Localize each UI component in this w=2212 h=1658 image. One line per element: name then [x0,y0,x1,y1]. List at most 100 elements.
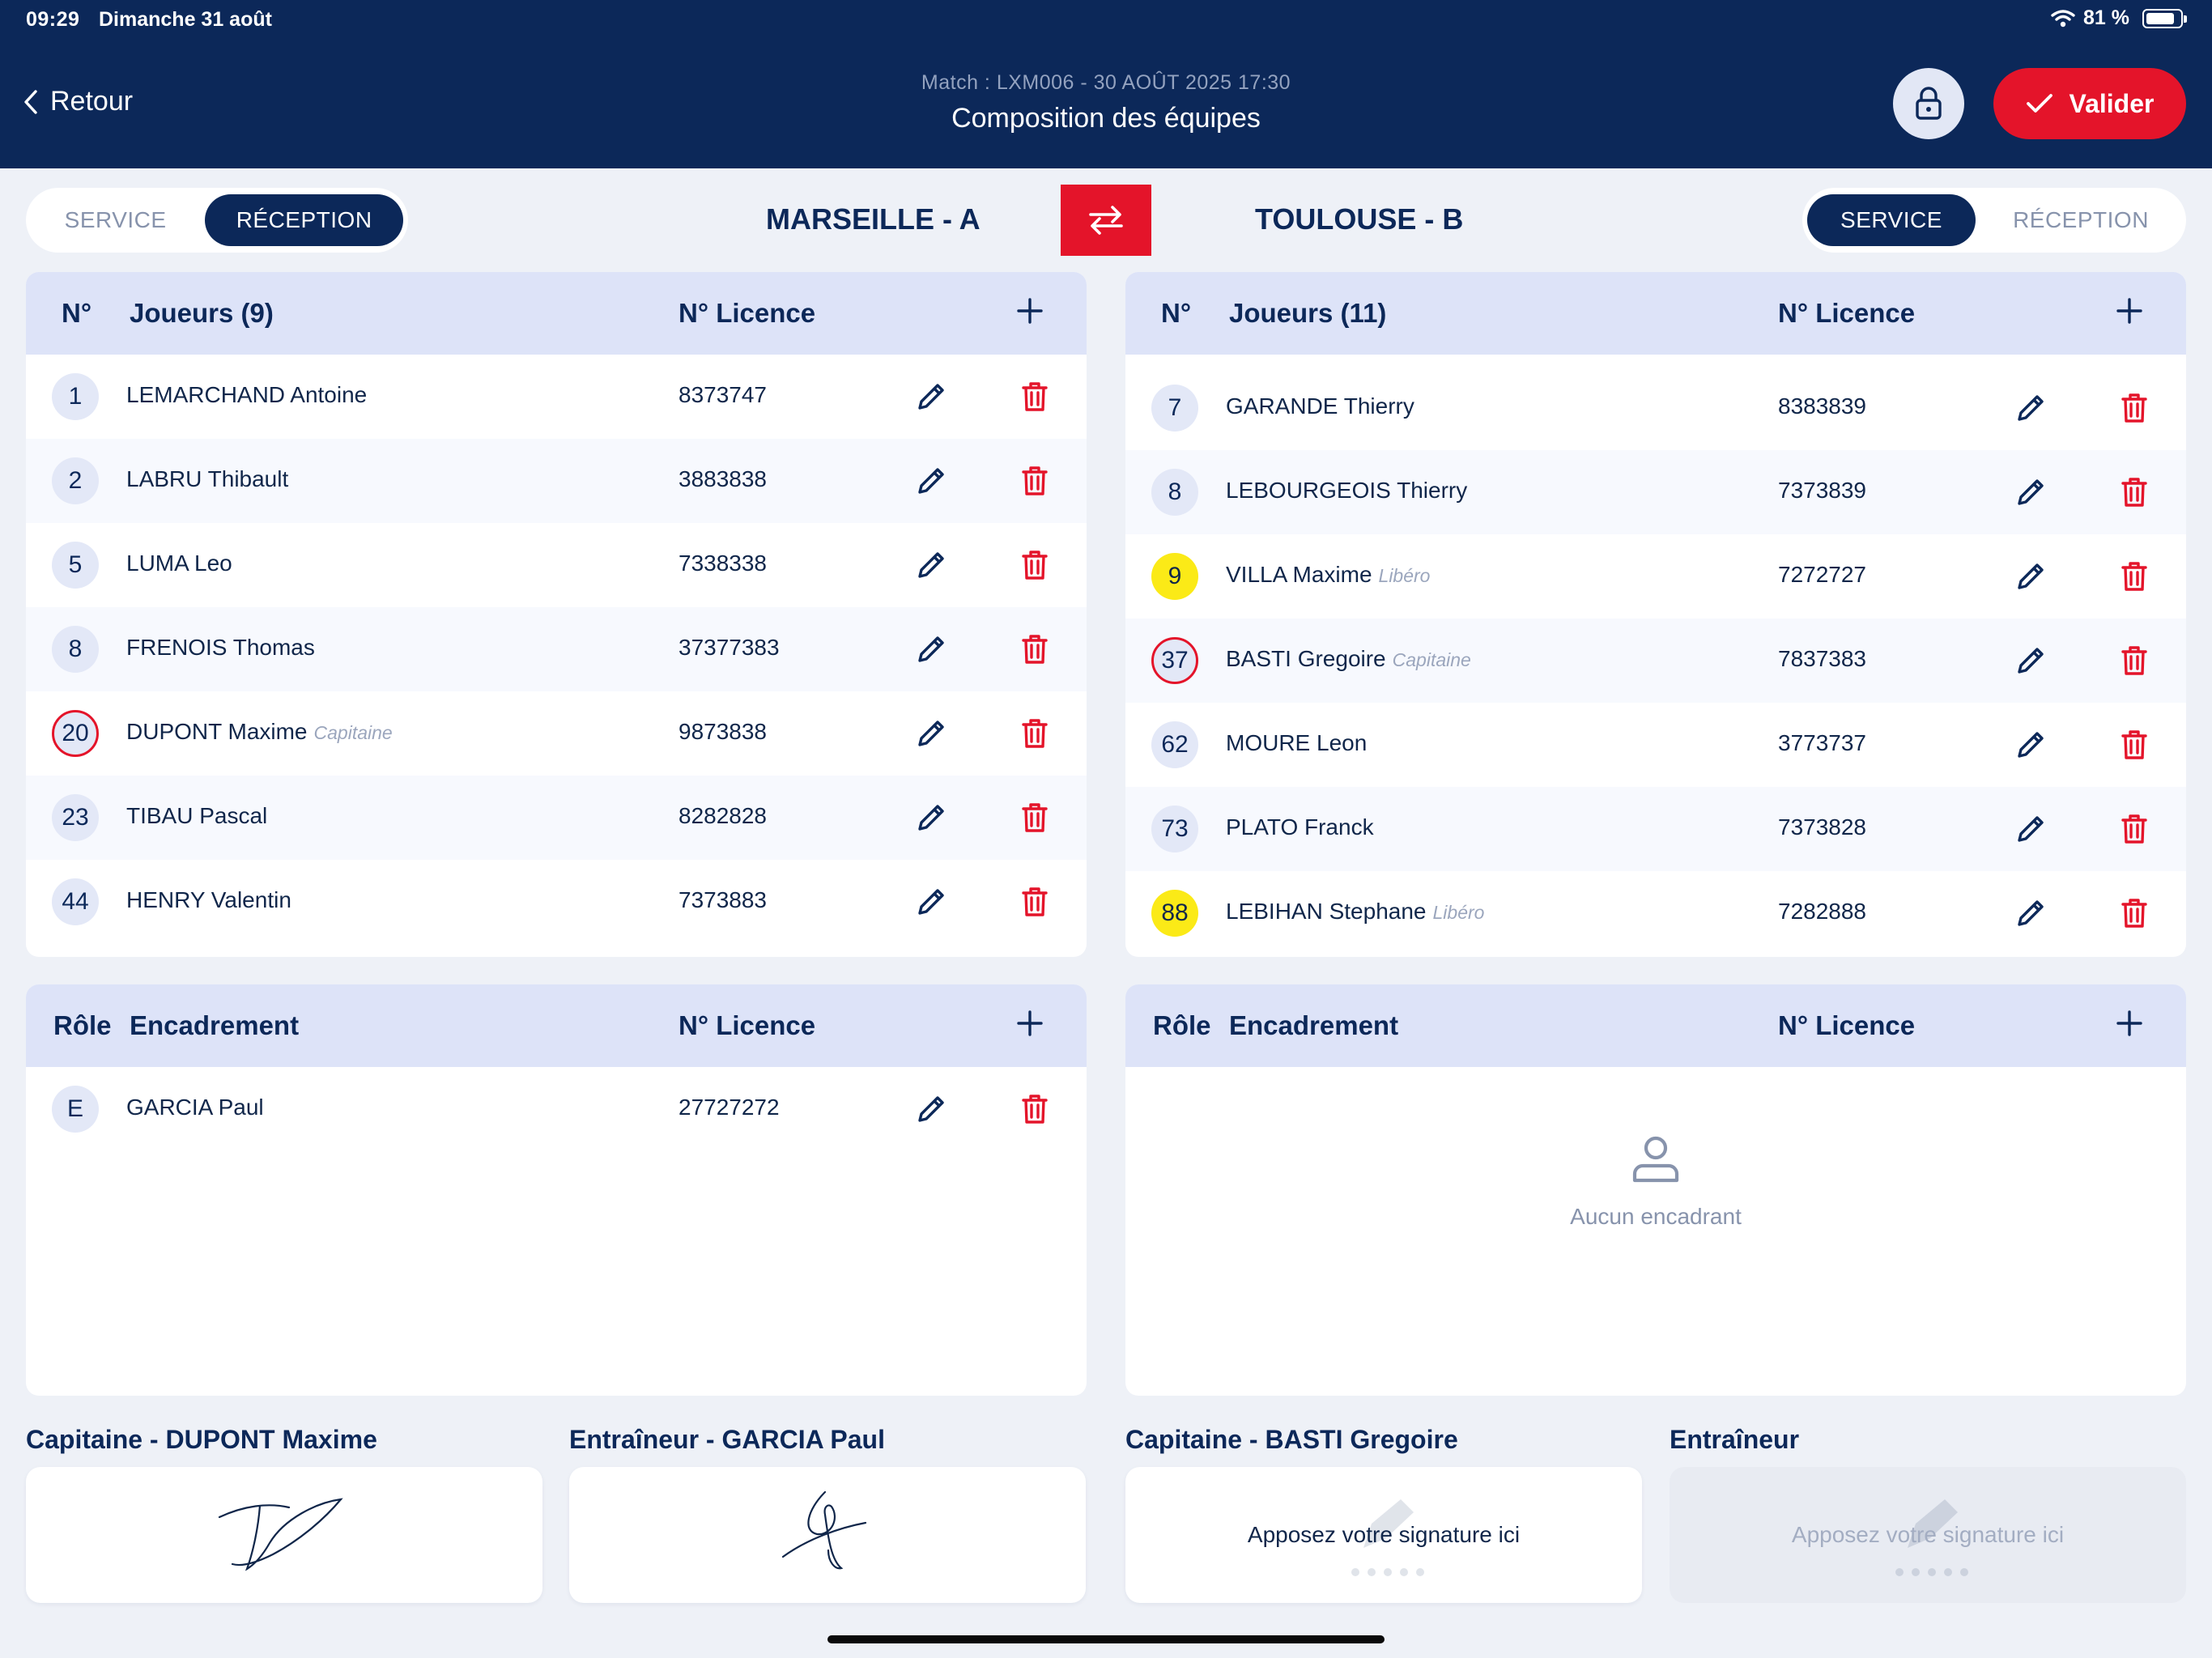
team-b-players-panel: N° Joueurs (11) N° Licence 7 GARANDE Thi… [1125,272,2186,957]
player-name: LEBOURGEOIS Thierry [1226,478,1468,503]
player-number: 1 [52,373,99,420]
signature-hint-icon [1670,1491,2186,1584]
delete-trash-icon[interactable] [1017,631,1053,667]
swap-arrows-icon [1089,206,1123,235]
plus-icon [1017,1010,1043,1036]
edit-pencil-icon[interactable] [913,1091,949,1127]
signature-pad-captain-b[interactable]: Apposez votre signature ici [1125,1467,1642,1603]
edit-pencil-icon[interactable] [913,800,949,835]
player-number: 44 [52,878,99,925]
edit-pencil-icon[interactable] [913,716,949,751]
edit-pencil-icon[interactable] [2013,390,2048,426]
wifi-icon [2051,9,2075,27]
empty-staff-state: Aucun encadrant [1125,1130,2186,1230]
signature-pad-coach-b: Apposez votre signature ici [1670,1467,2186,1603]
swap-teams-button[interactable] [1061,185,1151,256]
edit-pencil-icon[interactable] [2013,559,2048,594]
signature-label: Capitaine - DUPONT Maxime [26,1425,377,1454]
delete-trash-icon[interactable] [1017,463,1053,499]
plus-icon [2116,1010,2142,1036]
col-role: Rôle [53,1010,112,1040]
table-row: 37 BASTI Gregoire Capitaine 7837383 [1125,619,2186,703]
table-row: 5 LUMA Leo 7338338 [26,523,1087,607]
player-number-captain: 37 [1151,637,1198,684]
player-number-captain: 20 [52,710,99,757]
app-header: 09:29 Dimanche 31 août 81 % Retour Match… [0,0,2212,168]
add-player-button[interactable] [2108,290,2150,332]
team-b-service-option[interactable]: SERVICE [1807,194,1976,246]
captain-tag: Capitaine [1392,649,1471,670]
add-player-button[interactable] [1009,290,1051,332]
add-staff-button[interactable] [2108,1002,2150,1044]
lock-button[interactable] [1893,68,1964,139]
team-b-reception-option[interactable]: RÉCEPTION [2013,207,2149,232]
edit-pencil-icon[interactable] [913,884,949,920]
table-row: 7 GARANDE Thierry 8383839 [1125,366,2186,450]
delete-trash-icon[interactable] [1017,1091,1053,1127]
delete-trash-icon[interactable] [2116,895,2152,931]
delete-trash-icon[interactable] [1017,547,1053,583]
chevron-left-icon [24,89,37,114]
page-title: Composition des équipes [951,103,1261,134]
player-name: LUMA Leo [126,551,232,576]
player-name: LEMARCHAND Antoine [126,382,368,407]
add-staff-button[interactable] [1009,1002,1051,1044]
header-titles: Match : LXM006 - 30 AOÛT 2025 17:30 Comp… [0,71,2212,134]
match-info: Match : LXM006 - 30 AOÛT 2025 17:30 [921,71,1291,94]
status-time: 09:29 [26,8,80,31]
player-name: LABRU Thibault [126,466,289,491]
team-a-players-panel: N° Joueurs (9) N° Licence 1 LEMARCHAND A… [26,272,1087,957]
delete-trash-icon[interactable] [2116,559,2152,594]
delete-trash-icon[interactable] [1017,884,1053,920]
back-button[interactable]: Retour [23,86,133,117]
delete-trash-icon[interactable] [1017,379,1053,414]
edit-pencil-icon[interactable] [913,547,949,583]
team-a-staff-panel: Rôle Encadrement N° Licence E GARCIA Pau… [26,984,1087,1396]
player-number: 23 [52,794,99,841]
staff-licence: 27727272 [678,1095,780,1120]
edit-pencil-icon[interactable] [913,631,949,667]
delete-trash-icon[interactable] [2116,643,2152,678]
team-b-name: TOULOUSE - B [1255,202,1464,236]
signature-label: Capitaine - BASTI Gregoire [1125,1425,1458,1454]
team-b-player-list: 7 GARANDE Thierry 8383839 8 LEBOURGEOIS … [1125,355,2186,955]
team-a-reception-option[interactable]: RÉCEPTION [205,194,403,246]
col-licence: N° Licence [678,298,816,328]
table-row: 8 FRENOIS Thomas 37377383 [26,607,1087,691]
edit-pencil-icon[interactable] [2013,895,2048,931]
delete-trash-icon[interactable] [2116,727,2152,763]
home-indicator[interactable] [827,1635,1385,1643]
player-number: 2 [52,457,99,504]
edit-pencil-icon[interactable] [2013,474,2048,510]
signature-pad-captain-a[interactable] [26,1467,542,1603]
empty-staff-text: Aucun encadrant [1570,1204,1742,1229]
edit-pencil-icon[interactable] [2013,727,2048,763]
col-num: N° [1161,298,1192,328]
table-row: E GARCIA Paul 27727272 [26,1067,1087,1151]
check-icon [2026,94,2052,113]
table-row: 1 LEMARCHAND Antoine 8373747 [26,355,1087,439]
edit-pencil-icon[interactable] [2013,643,2048,678]
edit-pencil-icon[interactable] [913,463,949,499]
col-licence: N° Licence [1778,1010,1916,1040]
delete-trash-icon[interactable] [2116,474,2152,510]
libero-tag: Libéro [1378,565,1431,586]
signature-pad-coach-a[interactable] [569,1467,1086,1603]
team-a-service-option[interactable]: SERVICE [64,207,167,232]
delete-trash-icon[interactable] [2116,811,2152,847]
edit-pencil-icon[interactable] [913,379,949,414]
libero-tag: Libéro [1432,902,1485,923]
validate-button[interactable]: Valider [1993,68,2186,139]
delete-trash-icon[interactable] [1017,716,1053,751]
col-role: Rôle [1153,1010,1211,1040]
delete-trash-icon[interactable] [1017,800,1053,835]
col-staff: Encadrement [130,1010,300,1040]
delete-trash-icon[interactable] [2116,390,2152,426]
table-row: 20 DUPONT Maxime Capitaine 9873838 [26,691,1087,776]
player-licence: 3883838 [678,466,768,491]
edit-pencil-icon[interactable] [2013,811,2048,847]
table-row: 88 LEBIHAN Stephane Libéro 7282888 [1125,871,2186,955]
player-name: BASTI Gregoire Capitaine [1226,646,1471,671]
player-name: GARANDE Thierry [1226,393,1414,419]
validate-label: Valider [2069,88,2155,118]
